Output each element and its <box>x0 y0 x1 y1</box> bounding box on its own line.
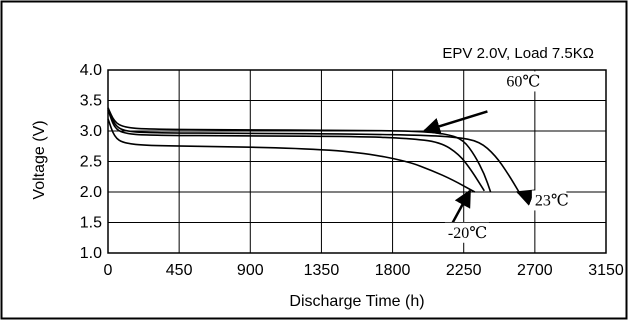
x-tick-label: 2250 <box>446 262 482 279</box>
y-tick-label: 1.0 <box>80 245 102 262</box>
x-tick-label: 450 <box>166 262 193 279</box>
annotation-label: 23℃ <box>535 192 569 209</box>
x-tick-label: 3150 <box>588 262 624 279</box>
x-tick-label: 0 <box>104 262 113 279</box>
y-tick-label: 4.0 <box>80 62 102 79</box>
y-tick-label: 3.0 <box>80 123 102 140</box>
chart-title: EPV 2.0V, Load 7.5KΩ <box>442 45 594 62</box>
x-tick-label: 1350 <box>304 262 340 279</box>
annotation-label: 60℃ <box>506 73 540 90</box>
y-tick-label: 2.0 <box>80 184 102 201</box>
y-tick-label: 1.5 <box>80 215 102 232</box>
y-tick-label: 2.5 <box>80 154 102 171</box>
x-tick-label: 1800 <box>375 262 411 279</box>
annotation-label: -20℃ <box>448 225 487 242</box>
y-tick-label: 3.5 <box>80 93 102 110</box>
y-axis-label: Voltage (V) <box>31 120 48 199</box>
x-axis-label: Discharge Time (h) <box>289 293 424 310</box>
x-tick-label: 2700 <box>517 262 553 279</box>
x-tick-label: 900 <box>237 262 264 279</box>
